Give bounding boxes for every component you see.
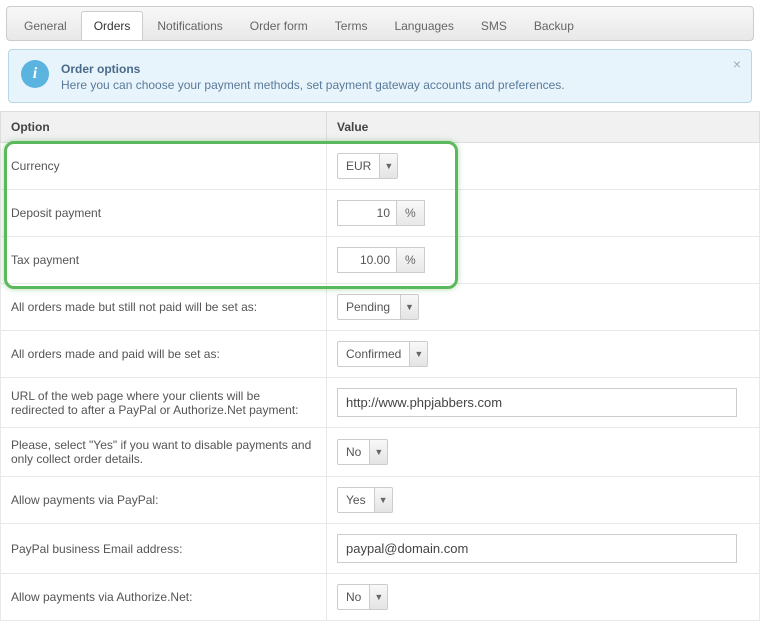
row-allow-paypal: Allow payments via PayPal: Yes ▼ [1, 477, 760, 524]
chevron-down-icon: ▼ [379, 154, 397, 178]
row-disable-payments: Please, select "Yes" if you want to disa… [1, 428, 760, 477]
column-header-value: Value [327, 112, 760, 143]
row-paypal-email: PayPal business Email address: [1, 524, 760, 574]
row-paid-status: All orders made and paid will be set as:… [1, 331, 760, 378]
tab-backup[interactable]: Backup [521, 11, 587, 40]
tab-languages[interactable]: Languages [381, 11, 466, 40]
unpaid-status-select[interactable]: Pending ▼ [337, 294, 419, 320]
label-disable-payments: Please, select "Yes" if you want to disa… [1, 428, 327, 477]
row-currency: Currency EUR ▼ [1, 143, 760, 190]
row-unpaid-status: All orders made but still not paid will … [1, 284, 760, 331]
info-icon: i [21, 60, 49, 88]
deposit-input[interactable] [337, 200, 397, 226]
row-allow-authorize: Allow payments via Authorize.Net: No ▼ [1, 574, 760, 621]
row-redirect-url: URL of the web page where your clients w… [1, 378, 760, 428]
chevron-down-icon: ▼ [369, 585, 387, 609]
row-deposit: Deposit payment % [1, 190, 760, 237]
row-tax: Tax payment % [1, 237, 760, 284]
info-description: Here you can choose your payment methods… [61, 78, 565, 92]
tax-input[interactable] [337, 247, 397, 273]
allow-authorize-select[interactable]: No ▼ [337, 584, 388, 610]
chevron-down-icon: ▼ [400, 295, 418, 319]
tab-sms[interactable]: SMS [468, 11, 520, 40]
label-tax: Tax payment [1, 237, 327, 284]
tab-notifications[interactable]: Notifications [144, 11, 235, 40]
paypal-email-input[interactable] [337, 534, 737, 563]
column-header-option: Option [1, 112, 327, 143]
label-allow-authorize: Allow payments via Authorize.Net: [1, 574, 327, 621]
close-icon[interactable]: × [733, 56, 741, 72]
tab-order-form[interactable]: Order form [237, 11, 321, 40]
redirect-url-input[interactable] [337, 388, 737, 417]
tab-terms[interactable]: Terms [322, 11, 381, 40]
tab-general[interactable]: General [11, 11, 80, 40]
percent-label: % [397, 200, 425, 226]
label-allow-paypal: Allow payments via PayPal: [1, 477, 327, 524]
label-paid-status: All orders made and paid will be set as: [1, 331, 327, 378]
tab-bar: General Orders Notifications Order form … [6, 6, 754, 41]
options-table: Option Value Currency EUR ▼ Deposit paym… [0, 111, 760, 621]
chevron-down-icon: ▼ [369, 440, 387, 464]
chevron-down-icon: ▼ [374, 488, 392, 512]
disable-payments-select[interactable]: No ▼ [337, 439, 388, 465]
tab-orders[interactable]: Orders [81, 11, 144, 40]
info-panel: i Order options Here you can choose your… [8, 49, 752, 103]
label-unpaid-status: All orders made but still not paid will … [1, 284, 327, 331]
percent-label: % [397, 247, 425, 273]
allow-paypal-select[interactable]: Yes ▼ [337, 487, 393, 513]
label-deposit: Deposit payment [1, 190, 327, 237]
label-currency: Currency [1, 143, 327, 190]
paid-status-select[interactable]: Confirmed ▼ [337, 341, 428, 367]
info-title: Order options [61, 62, 565, 76]
label-paypal-email: PayPal business Email address: [1, 524, 327, 574]
label-redirect-url: URL of the web page where your clients w… [1, 378, 327, 428]
chevron-down-icon: ▼ [409, 342, 427, 366]
currency-select[interactable]: EUR ▼ [337, 153, 398, 179]
